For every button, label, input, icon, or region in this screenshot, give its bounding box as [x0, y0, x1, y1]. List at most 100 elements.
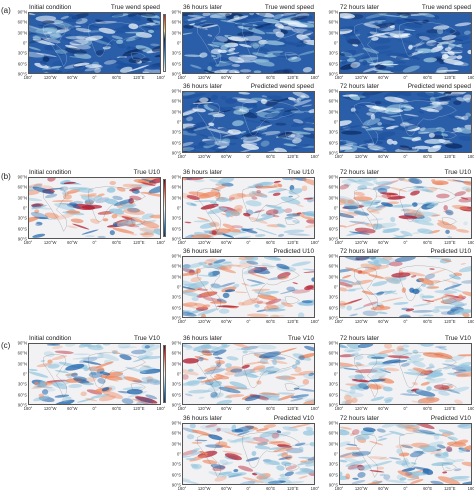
world-map — [339, 423, 472, 485]
lon-tick-label: 180° — [334, 319, 344, 324]
lat-tick-label: 0° — [333, 371, 338, 377]
panel-variable-label: Predicted V10 — [430, 415, 471, 422]
lat-tick-label: 60°N — [171, 430, 181, 436]
lat-tick-label: 30°S — [171, 461, 181, 467]
map-panel: 36 hours later Predicted wend speed 180° 12… — [172, 82, 320, 160]
lon-tick-label: 0° — [246, 240, 251, 245]
lat-tick-label: 30°N — [17, 361, 27, 367]
lon-tick-label: 0° — [246, 154, 251, 159]
latitude-axis: 90°N 60°N 30°N 0° 30°S 60°S 90°S — [327, 10, 338, 77]
lon-tick-label: 120°W — [43, 406, 57, 411]
lat-tick-label: 90°N — [171, 340, 181, 346]
panel-title: 72 hours later True U10 — [339, 168, 472, 177]
lon-tick-label: 60°E — [423, 319, 433, 324]
map-panel: Initial condition True wend speed 180° 120°… — [18, 3, 166, 81]
lon-tick-label: 0° — [403, 75, 408, 80]
lat-tick-label: 90°S — [328, 402, 338, 408]
panel-time-label: 72 hours later — [340, 415, 380, 422]
lon-tick-label: 120°W — [197, 75, 211, 80]
panel-title: 36 hours later Predicted wend speed — [182, 82, 315, 91]
lat-tick-label: 0° — [333, 40, 338, 46]
lon-tick-label: 180° — [23, 75, 33, 80]
lat-tick-label: 30°S — [328, 50, 338, 56]
longitude-axis: 180° 120°W 60°W 0° 60°E 120°E 180° — [178, 318, 320, 325]
colorbar — [163, 179, 166, 237]
world-map — [339, 12, 472, 74]
lon-tick-label: 0° — [403, 406, 408, 411]
field-map — [183, 92, 314, 152]
lon-tick-label: 0° — [403, 319, 408, 324]
world-map — [182, 91, 315, 153]
lat-tick-label: 0° — [22, 40, 27, 46]
lon-tick-label: 60°E — [266, 240, 276, 245]
lat-tick-label: 30°S — [328, 215, 338, 221]
panel-title: Initial condition True U10 — [28, 168, 161, 177]
latitude-axis: 90°N 60°N 30°N 0° 30°S 60°S 90°S — [170, 340, 181, 408]
longitude-axis: 180° 120°W 60°W 0° 60°E 120°E 180° — [335, 485, 474, 492]
lon-tick-label: 180° — [310, 486, 320, 491]
lon-tick-label: 60°W — [378, 486, 389, 491]
lon-tick-label: 180° — [177, 319, 187, 324]
lon-tick-label: 180° — [310, 154, 320, 159]
lat-tick-label: 60°S — [328, 140, 338, 146]
lon-tick-label: 120°W — [197, 486, 211, 491]
lon-tick-label: 60°E — [112, 240, 122, 245]
lat-tick-label: 90°S — [171, 402, 181, 408]
lat-tick-label: 60°N — [171, 98, 181, 104]
panel-variable-label: True wend speed — [110, 4, 160, 11]
lat-tick-label: 30°N — [328, 195, 338, 201]
world-map — [339, 256, 472, 318]
lon-tick-label: 60°W — [221, 240, 232, 245]
lon-tick-label: 120°W — [354, 319, 368, 324]
lat-tick-label: 60°N — [328, 98, 338, 104]
field-map — [183, 178, 314, 238]
lon-tick-label: 60°E — [423, 486, 433, 491]
field-map — [29, 13, 160, 73]
lat-tick-label: 90°N — [171, 174, 181, 180]
lat-tick-label: 60°S — [328, 472, 338, 478]
latitude-axis: 90°N 60°N 30°N 0° 30°S 60°S 90°S — [170, 88, 181, 156]
map-panel: 36 hours later True wend speed 180° 120°W 60… — [172, 3, 320, 81]
lon-tick-label: 180° — [334, 406, 344, 411]
lat-tick-label: 90°S — [328, 315, 338, 321]
panel-title: Initial condition True wend speed — [28, 3, 161, 12]
panel-title: 36 hours later True U10 — [182, 168, 315, 177]
lat-tick-label: 90°S — [328, 71, 338, 77]
lat-tick-label: 30°S — [171, 129, 181, 135]
lon-tick-label: 60°W — [67, 240, 78, 245]
lon-tick-label: 60°W — [221, 486, 232, 491]
lon-tick-label: 120°E — [133, 75, 145, 80]
lon-tick-label: 60°E — [112, 406, 122, 411]
lat-tick-label: 0° — [176, 371, 181, 377]
lon-tick-label: 180° — [334, 240, 344, 245]
longitude-axis: 180° 120°W 60°W 0° 60°E 120°E 180° — [335, 153, 474, 160]
latitude-axis: 90°N 60°N 30°N 0° 30°S 60°S 90°S — [16, 341, 27, 408]
lat-tick-label: 90°S — [17, 71, 27, 77]
panel-title: 36 hours later Predicted U10 — [182, 247, 315, 256]
panel-time-label: 36 hours later — [183, 83, 223, 90]
lat-tick-label: 30°N — [17, 30, 27, 36]
longitude-axis: 180° 120°W 60°W 0° 60°E 120°E 180° — [178, 74, 320, 81]
lat-tick-label: 60°N — [328, 184, 338, 190]
lat-tick-label: 30°N — [171, 274, 181, 280]
lat-tick-label: 30°S — [328, 129, 338, 135]
lat-tick-label: 30°S — [328, 294, 338, 300]
lat-tick-label: 30°S — [171, 215, 181, 221]
lat-tick-label: 60°S — [171, 305, 181, 311]
lat-tick-label: 90°N — [171, 88, 181, 94]
lat-tick-label: 30°N — [171, 195, 181, 201]
lat-tick-label: 60°S — [328, 61, 338, 67]
field-map — [183, 424, 314, 484]
lat-tick-label: 0° — [333, 119, 338, 125]
lat-tick-label: 0° — [333, 451, 338, 457]
latitude-axis: 90°N 60°N 30°N 0° 30°S 60°S 90°S — [327, 421, 338, 488]
lon-tick-label: 180° — [310, 240, 320, 245]
lon-tick-label: 180° — [334, 486, 344, 491]
panel-variable-label: True U10 — [444, 169, 471, 176]
lon-tick-label: 60°E — [423, 406, 433, 411]
lon-tick-label: 120°E — [444, 154, 456, 159]
colorbar — [163, 14, 166, 72]
lat-tick-label: 60°N — [171, 184, 181, 190]
lon-tick-label: 60°E — [266, 406, 276, 411]
lat-tick-label: 90°S — [171, 150, 181, 156]
